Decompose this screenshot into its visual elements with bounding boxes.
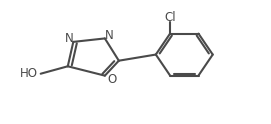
Text: O: O xyxy=(107,73,116,86)
Text: HO: HO xyxy=(20,67,37,80)
Text: N: N xyxy=(105,29,113,42)
Text: N: N xyxy=(65,32,74,45)
Text: Cl: Cl xyxy=(164,11,176,24)
